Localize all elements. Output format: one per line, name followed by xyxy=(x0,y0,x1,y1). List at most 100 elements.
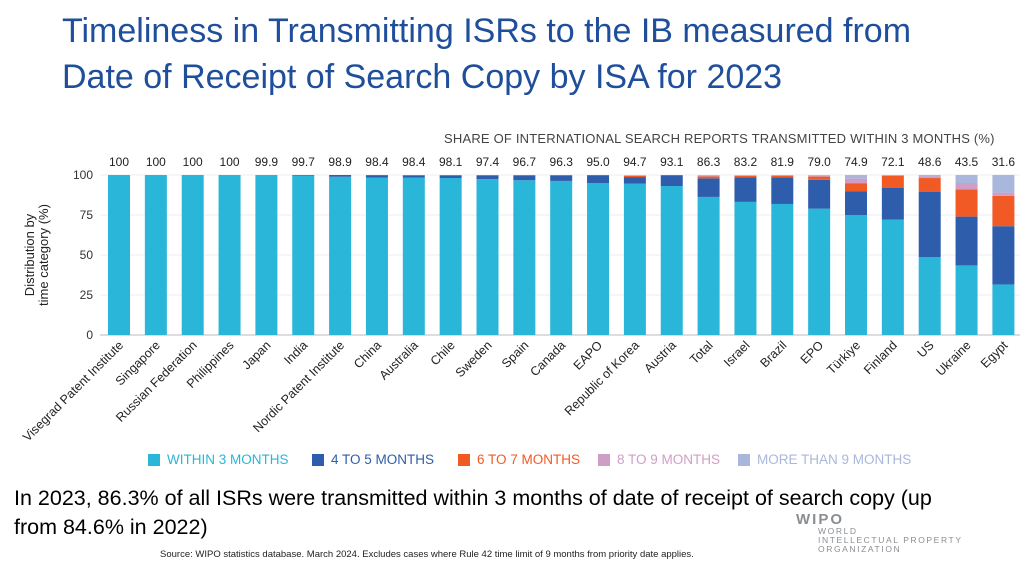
x-tick-label: Egypt xyxy=(978,338,1011,371)
bar-segment xyxy=(992,284,1015,335)
bar-value-label: 98.4 xyxy=(402,155,426,169)
bar-value-label: 74.9 xyxy=(844,155,868,169)
legend-item: MORE THAN 9 MONTHS xyxy=(738,452,911,467)
legend-swatch xyxy=(598,453,610,466)
x-tick-label: EAPO xyxy=(571,338,606,373)
bar-value-label: 96.3 xyxy=(550,155,574,169)
bar-value-label: 72.1 xyxy=(881,155,905,169)
x-tick-label: Australia xyxy=(377,338,421,382)
bar-value-label: 93.1 xyxy=(660,155,684,169)
y-tick-label: 75 xyxy=(80,208,94,222)
bar-segment xyxy=(734,177,757,202)
bar-value-label: 86.3 xyxy=(697,155,721,169)
bar-segment xyxy=(771,177,794,204)
legend-swatch xyxy=(148,453,160,466)
bar-segment xyxy=(513,175,536,181)
bar-segment xyxy=(881,187,904,220)
x-tick-label: Türkiye xyxy=(824,338,863,377)
x-tick-label: Chile xyxy=(428,338,458,368)
x-tick-label: Canada xyxy=(527,338,568,379)
bar-value-label: 100 xyxy=(220,155,240,169)
bar-segment xyxy=(144,175,167,335)
bar-value-label: 95.0 xyxy=(586,155,610,169)
bar-value-label: 43.5 xyxy=(955,155,979,169)
bar-segment xyxy=(402,177,425,335)
x-tick-label: Visegrad Patent Institute xyxy=(20,338,126,444)
bar-segment xyxy=(181,175,204,335)
y-tick-label: 0 xyxy=(86,328,93,342)
x-tick-label: Spain xyxy=(499,338,532,371)
bar-value-label: 31.6 xyxy=(992,155,1016,169)
bar-segment xyxy=(992,175,1015,193)
bar-value-label: 100 xyxy=(183,155,203,169)
x-tick-label: Total xyxy=(687,338,716,367)
bar-segment xyxy=(697,175,720,177)
bar-segment xyxy=(918,175,941,177)
x-tick-label: Brazil xyxy=(757,338,789,370)
bar-segment xyxy=(329,175,352,177)
bar-value-label: 100 xyxy=(109,155,129,169)
bar-segment xyxy=(365,175,388,178)
bar-segment xyxy=(992,192,1015,196)
bar-segment xyxy=(697,178,720,197)
bar-segment xyxy=(734,201,757,335)
bar-segment xyxy=(918,176,941,179)
bar-value-label: 100 xyxy=(146,155,166,169)
bar-segment xyxy=(660,186,683,335)
summary-text: In 2023, 86.3% of all ISRs were transmit… xyxy=(14,486,932,539)
bar-segment xyxy=(955,216,978,266)
bar-segment xyxy=(550,180,573,335)
bar-segment xyxy=(808,208,831,335)
bar-segment xyxy=(108,175,130,335)
bar-segment xyxy=(845,175,867,179)
legend-item: 4 TO 5 MONTHS xyxy=(312,452,434,467)
bar-segment xyxy=(881,219,904,335)
bar-segment xyxy=(402,175,425,178)
bar-segment xyxy=(513,180,536,335)
wipo-logo-line-2: INTELLECTUAL PROPERTY xyxy=(818,535,963,545)
bar-segment xyxy=(955,183,978,190)
bar-segment xyxy=(365,177,388,335)
x-tick-label: Ukraine xyxy=(933,338,973,378)
bar-segment xyxy=(623,175,646,178)
bar-segment xyxy=(697,175,720,176)
legend-swatch xyxy=(312,453,324,466)
legend-label: WITHIN 3 MONTHS xyxy=(167,452,289,467)
bar-segment xyxy=(255,175,278,335)
bar-segment xyxy=(918,191,941,258)
bar-segment xyxy=(955,189,978,217)
y-tick-label: 25 xyxy=(80,288,94,302)
legend-label: MORE THAN 9 MONTHS xyxy=(757,452,912,467)
x-tick-label: Sweden xyxy=(453,338,495,380)
legend: WITHIN 3 MONTHS 4 TO 5 MONTHS 6 TO 7 MONTH… xyxy=(148,452,948,468)
bar-segment xyxy=(808,175,831,176)
bar-segment xyxy=(623,183,646,335)
y-tick-labels: 0 25 50 75 100 xyxy=(73,168,93,342)
bar-value-label: 98.1 xyxy=(439,155,463,169)
bar-value-label: 81.9 xyxy=(771,155,795,169)
y-axis-label: Distribution bytime category (%) xyxy=(22,204,51,306)
bar-value-label: 79.0 xyxy=(807,155,831,169)
bar-segment xyxy=(771,175,794,178)
y-axis-label-text: Distribution bytime category (%) xyxy=(22,204,51,306)
bar-segment xyxy=(808,175,831,177)
wipo-logo-word: WIPO xyxy=(796,511,844,528)
bar-segment xyxy=(955,265,978,335)
bar-segment xyxy=(697,176,720,179)
bar-segment xyxy=(439,175,462,179)
x-tick-label: India xyxy=(281,338,310,367)
x-tick-label: Japan xyxy=(240,338,274,372)
bar-value-label: 98.4 xyxy=(365,155,389,169)
bar-segment xyxy=(918,178,941,192)
x-tick-label: US xyxy=(915,338,937,360)
legend-item: 6 TO 7 MONTHS xyxy=(458,452,580,467)
legend-item: 8 TO 9 MONTHS xyxy=(598,452,720,467)
bar-segment xyxy=(845,183,867,192)
y-tick-label: 100 xyxy=(73,168,93,182)
legend-swatch xyxy=(738,453,750,466)
bar-segment xyxy=(918,257,941,335)
slide-title: Timeliness in Transmitting ISRs to the I… xyxy=(62,12,912,96)
x-tick-label: Israel xyxy=(721,338,753,370)
bar-segment xyxy=(697,196,720,335)
x-tick-label: EPO xyxy=(798,338,827,367)
